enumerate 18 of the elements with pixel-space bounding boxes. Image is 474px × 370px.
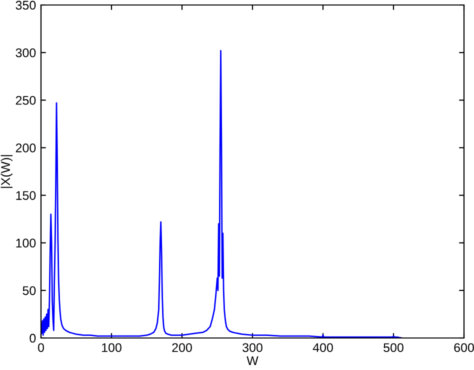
y-tick-label: 100: [16, 238, 36, 248]
x-tick-label: 0: [38, 343, 44, 352]
y-tick-label: 200: [16, 144, 36, 152]
y-tick-label: 350: [16, 0, 36, 10]
x-tick-label: 300: [242, 343, 262, 352]
x-tick-label: 200: [172, 343, 192, 352]
x-axis-title: W: [246, 356, 258, 365]
y-tick-label: 300: [16, 48, 36, 58]
y-tick-label: 50: [22, 286, 36, 296]
y-tick-label: 250: [16, 96, 36, 105]
x-tick-label: 400: [312, 343, 333, 352]
y-tick-label: 150: [16, 191, 36, 200]
line-series: [41, 50, 403, 338]
x-tick-label: 500: [384, 343, 404, 352]
x-tick-label: 100: [102, 343, 122, 352]
x-tick-label: 600: [454, 343, 474, 352]
y-tick-label: 0: [30, 334, 36, 343]
y-axis-title: |X(W)|: [0, 155, 13, 188]
